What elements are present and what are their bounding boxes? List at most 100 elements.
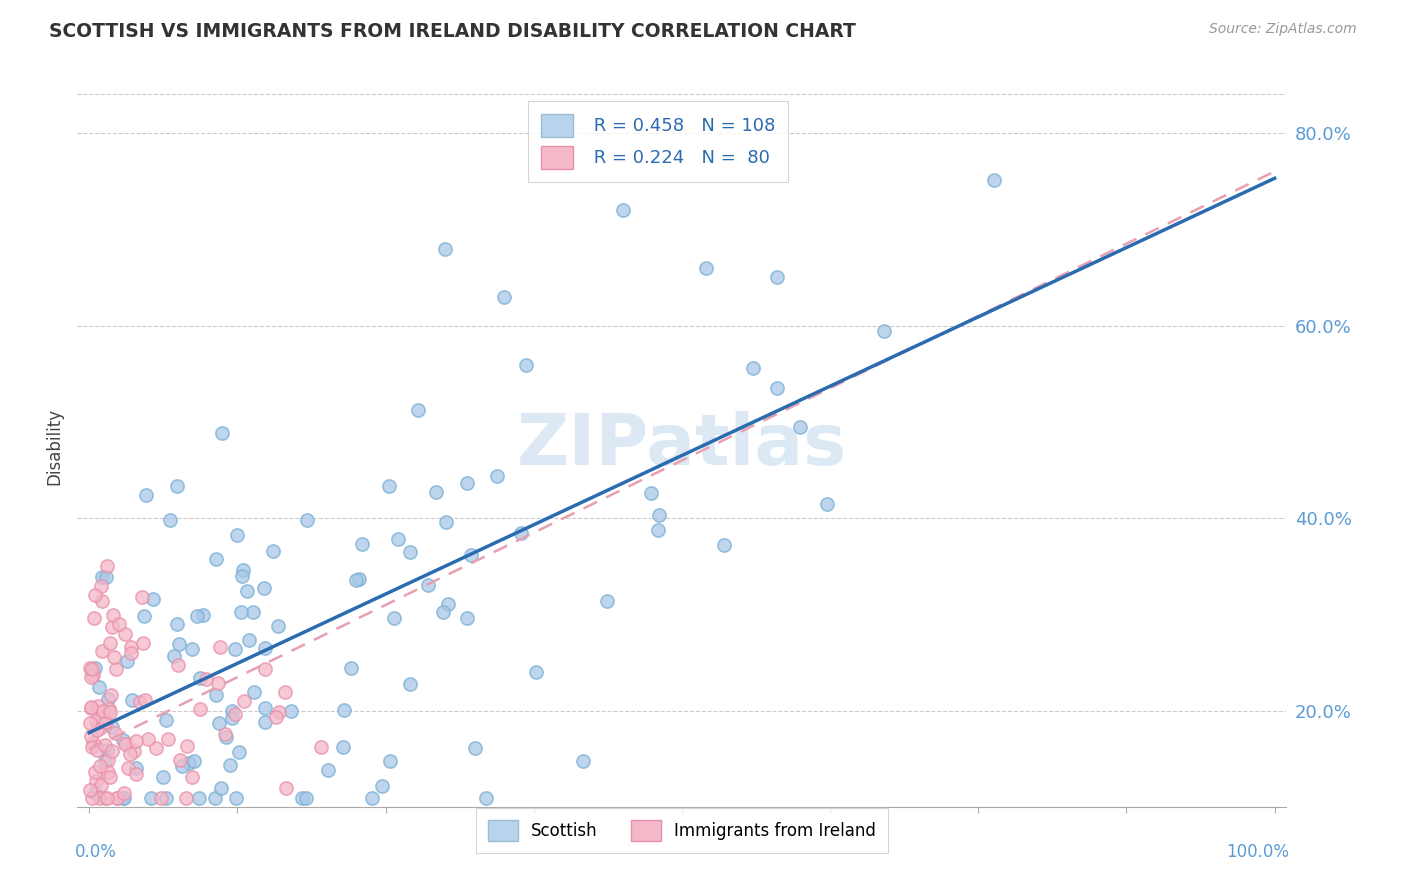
Point	[90, 778, 112, 792]
Point	[155, 713, 177, 727]
Point	[274, 685, 297, 699]
Point	[188, 702, 211, 716]
Point	[233, 694, 256, 708]
Point	[93, 738, 115, 752]
Point	[108, 617, 131, 632]
Legend: Scottish, Immigrants from Ireland: Scottish, Immigrants from Ireland	[477, 808, 887, 853]
Point	[398, 544, 420, 558]
Point	[399, 677, 422, 691]
Point	[80, 662, 103, 676]
Point	[280, 704, 302, 718]
Point	[232, 563, 254, 577]
Point	[425, 484, 447, 499]
Point	[695, 260, 717, 275]
Text: SCOTTISH VS IMMIGRANTS FROM IRELAND DISABILITY CORRELATION CHART: SCOTTISH VS IMMIGRANTS FROM IRELAND DISA…	[49, 22, 856, 41]
Point	[84, 774, 107, 789]
Point	[90, 644, 112, 658]
Point	[264, 709, 287, 723]
Point	[80, 790, 103, 805]
Point	[207, 676, 229, 690]
Point	[382, 611, 405, 625]
Point	[132, 608, 155, 623]
Point	[231, 568, 253, 582]
Point	[344, 573, 367, 587]
Point	[225, 528, 247, 542]
Text: 100.0%: 100.0%	[1226, 844, 1289, 862]
Point	[456, 611, 478, 625]
Point	[125, 767, 148, 781]
Point	[238, 633, 260, 648]
Point	[267, 619, 290, 633]
Point	[96, 753, 118, 767]
Point	[105, 790, 128, 805]
Point	[612, 202, 634, 217]
Point	[117, 761, 139, 775]
Point	[86, 698, 108, 713]
Point	[456, 475, 478, 490]
Point	[94, 714, 117, 729]
Point	[125, 733, 148, 747]
Point	[460, 548, 482, 562]
Point	[120, 747, 142, 761]
Point	[131, 636, 153, 650]
Point	[79, 715, 101, 730]
Point	[141, 790, 163, 805]
Point	[80, 701, 103, 715]
Point	[713, 538, 735, 552]
Point	[86, 723, 108, 738]
Point	[191, 607, 214, 622]
Point	[93, 704, 115, 718]
Point	[142, 592, 165, 607]
Point	[873, 324, 896, 338]
Point	[98, 635, 121, 649]
Point	[195, 673, 218, 687]
Text: 0.0%: 0.0%	[75, 844, 117, 862]
Point	[105, 662, 128, 676]
Point	[406, 402, 429, 417]
Point	[83, 764, 105, 779]
Point	[221, 704, 243, 718]
Point	[84, 660, 107, 674]
Point	[101, 607, 124, 622]
Point	[155, 790, 177, 805]
Point	[136, 731, 159, 746]
Point	[340, 661, 363, 675]
Point	[243, 684, 266, 698]
Point	[149, 790, 172, 805]
Point	[114, 737, 136, 751]
Point	[262, 544, 284, 558]
Point	[167, 638, 190, 652]
Point	[167, 658, 190, 673]
Point	[205, 688, 228, 702]
Point	[515, 358, 537, 372]
Point	[103, 726, 125, 740]
Point	[80, 670, 103, 684]
Point	[79, 661, 101, 675]
Point	[89, 721, 111, 735]
Point	[84, 588, 107, 602]
Point	[295, 513, 318, 527]
Point	[596, 594, 619, 608]
Point	[129, 695, 152, 709]
Point	[509, 526, 531, 541]
Text: ZIPatlas: ZIPatlas	[517, 411, 846, 481]
Point	[131, 590, 153, 604]
Point	[89, 790, 111, 805]
Point	[209, 781, 232, 796]
Point	[311, 740, 333, 755]
Point	[112, 786, 135, 800]
Point	[741, 361, 763, 376]
Point	[97, 702, 120, 716]
Point	[79, 700, 101, 714]
Point	[640, 486, 662, 500]
Point	[333, 703, 356, 717]
Point	[96, 559, 118, 574]
Point	[91, 711, 114, 725]
Point	[166, 479, 188, 493]
Point	[228, 745, 250, 759]
Point	[183, 755, 205, 769]
Point	[526, 665, 548, 680]
Point	[114, 627, 136, 641]
Point	[789, 420, 811, 434]
Point	[347, 572, 370, 586]
